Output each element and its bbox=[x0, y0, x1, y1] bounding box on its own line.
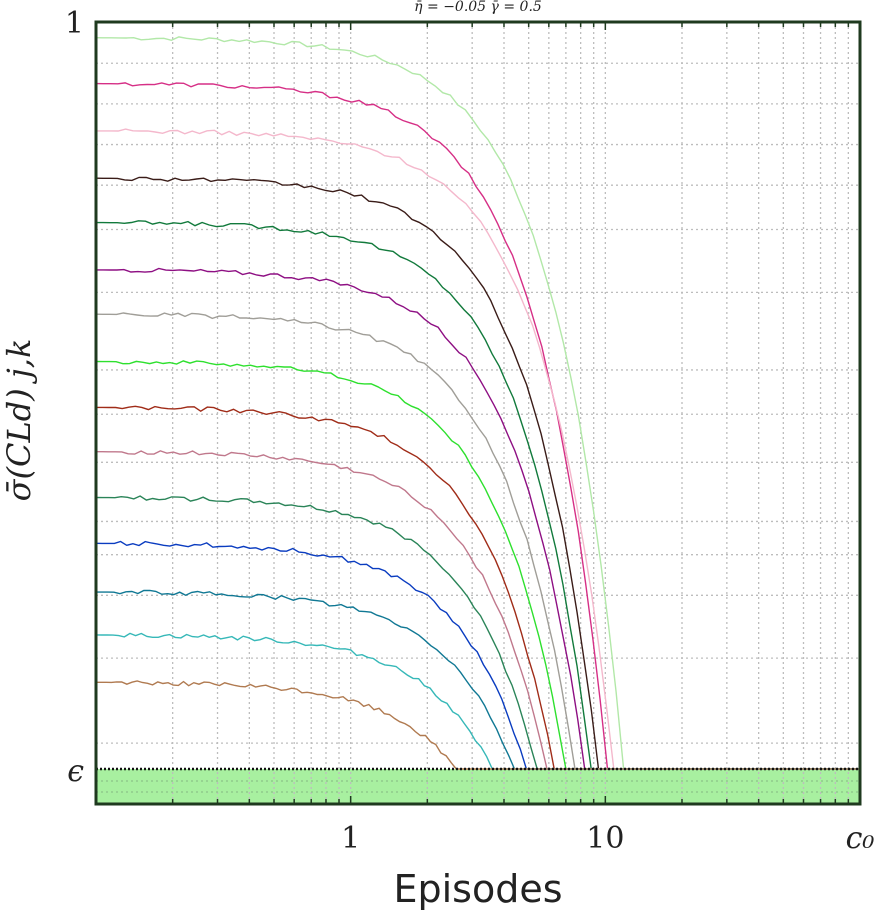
series-line bbox=[95, 312, 860, 770]
series-line bbox=[95, 540, 860, 770]
series-line bbox=[96, 128, 860, 770]
chart-title: η̄ = −0.05 γ̄ = 0.5 bbox=[414, 0, 542, 15]
x-tick-label: c₀ bbox=[846, 821, 875, 856]
series-line bbox=[96, 405, 860, 770]
plot-background bbox=[96, 22, 860, 804]
ticks: 1 10 c₀ 1 ϵ bbox=[65, 6, 875, 856]
x-tick-label: 10 bbox=[586, 821, 624, 856]
series-line bbox=[96, 589, 860, 770]
y-axis-label: σ̄(CLd) j,k bbox=[0, 339, 38, 502]
series-line bbox=[96, 680, 860, 770]
series-line bbox=[95, 632, 860, 770]
series-line bbox=[96, 450, 860, 770]
series-line bbox=[96, 267, 860, 770]
epsilon-band bbox=[96, 769, 860, 804]
plot-frame bbox=[94, 20, 862, 806]
series-line bbox=[95, 36, 860, 770]
x-axis-label: Episodes bbox=[393, 867, 562, 911]
y-tick-label: ϵ bbox=[67, 754, 84, 789]
grid bbox=[96, 22, 860, 804]
series-line bbox=[95, 360, 860, 770]
series-lines bbox=[95, 36, 860, 770]
series-line bbox=[95, 495, 860, 770]
series-line bbox=[96, 220, 860, 770]
y-tick-label: 1 bbox=[65, 6, 84, 41]
series-line bbox=[95, 82, 860, 770]
series-line bbox=[95, 176, 860, 770]
x-tick-label: 1 bbox=[341, 821, 360, 856]
